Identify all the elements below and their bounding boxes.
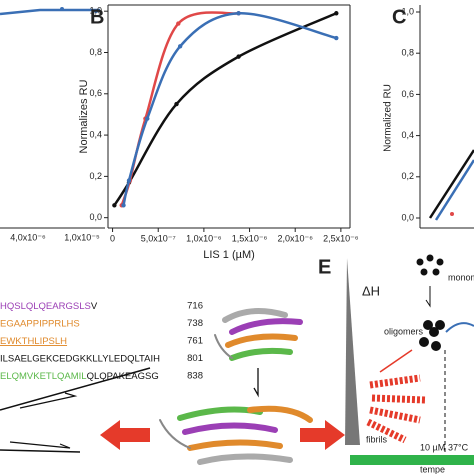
gradient — [345, 258, 360, 445]
sequence-line: EWKTHLIPSLH — [0, 336, 67, 347]
x-tick-label: 1,5x10⁻⁶ — [232, 233, 268, 243]
x-tick-label: 0 — [110, 233, 115, 243]
sequence-part: HQSLQLQEARGSLS — [0, 301, 91, 312]
sequence-part: ILSAELGEKCEDGKKLLYLEDQLTAIH — [0, 353, 160, 364]
label: fibrils — [366, 434, 388, 444]
x-tick-label: 2,5x10⁻⁶ — [323, 233, 359, 243]
point — [236, 54, 241, 59]
point — [174, 101, 179, 107]
tick-label: 4,0x10⁻⁶ — [10, 232, 46, 242]
residue-number: 716 — [187, 301, 203, 312]
line — [120, 11, 239, 206]
panel-label: B — [90, 6, 104, 28]
point — [60, 7, 64, 11]
ticks: 1,0 0,8 0,6 0,4 0,2 0,0 — [401, 6, 420, 222]
label: 37°C — [448, 442, 469, 452]
label: oligomers — [384, 326, 424, 336]
y-axis-label: Normalizes RU — [78, 79, 90, 153]
protein-top — [214, 308, 303, 361]
y-tick-label: 1,0 — [401, 6, 414, 16]
point — [126, 178, 132, 183]
y-tick-label: 0,4 — [89, 129, 102, 139]
point — [334, 35, 339, 41]
axis-label: Normalized RU — [383, 84, 394, 152]
point — [112, 203, 117, 208]
residue-number: 838 — [187, 371, 203, 382]
panel-e: E ΔH monome oligomers fibrils 10 µM 37°C… — [318, 254, 474, 474]
x-tick-label: 1,0x10⁻⁶ — [186, 233, 222, 243]
sequence-line: EGAAPPIPPRLHS — [0, 318, 80, 329]
y-tick-label: 0,0 — [89, 212, 102, 222]
point — [450, 212, 454, 216]
y-tick-label: 0,8 — [401, 48, 414, 58]
curve — [0, 8, 100, 16]
label: tempe — [420, 464, 445, 474]
point — [334, 11, 339, 16]
x-axis-label: LIS 1 (µM) — [203, 249, 255, 261]
sequence-part: V — [91, 301, 98, 312]
monomers — [416, 254, 444, 276]
y-tick-label: 0,0 — [401, 212, 414, 222]
curve — [434, 159, 474, 221]
temperature-bar — [350, 455, 474, 465]
y-tick-label: 0,2 — [401, 171, 414, 181]
panel-c: C Normalized RU 1,0 0,8 0,6 0,4 0,2 0,0 — [383, 5, 474, 229]
x-tick-label: 5,0x10⁻⁷ — [141, 233, 176, 243]
arrow — [379, 349, 413, 373]
equilibrium — [253, 368, 259, 398]
arrow — [300, 420, 345, 450]
residue-number: 801 — [187, 353, 203, 364]
tick-label: 1,0x10⁻⁵ — [64, 232, 100, 242]
residue-number: 738 — [187, 318, 203, 329]
y-tick-label: 0,8 — [89, 47, 102, 57]
sequence-line: ILSAELGEKCEDGKKLLYLEDQLTAIH — [0, 353, 160, 364]
sequence-part: EWKTHLIPSLH — [0, 336, 67, 347]
point — [145, 116, 150, 121]
label: ΔH — [362, 283, 380, 298]
panel-label: E — [318, 256, 331, 278]
y-tick-label: 0,6 — [401, 89, 414, 99]
panel-a: 4,0x10⁻⁶ 1,0x10⁻⁵ — [0, 7, 105, 242]
panel-b: 0,0 0,2 0,4 0,6 0,8 1,0 0 5,0x10⁻⁷ 1,0x10⁻⁶ 1,5x1… — [78, 4, 359, 261]
protein-bottom — [159, 405, 313, 465]
panel-label: C — [392, 6, 406, 28]
sequence: HQSLQLQEARGSLSV 716 EGAAPPIPPRLHS 738 EWKTHL… — [0, 301, 203, 382]
sequence-line: HQSLQLQEARGSLSV — [0, 301, 98, 312]
sequence-part: EGAAPPIPPRLHS — [0, 318, 80, 329]
oligomers-icon — [419, 320, 445, 351]
residue-number: 761 — [187, 336, 203, 347]
label: 10 µM — [420, 442, 445, 452]
point — [177, 44, 183, 49]
y-tick-label: 0,2 — [89, 171, 102, 181]
y-tick-label: 0,4 — [401, 130, 414, 140]
schematic — [0, 367, 151, 453]
label: monome — [448, 272, 474, 282]
curve — [445, 322, 474, 333]
point — [236, 11, 241, 16]
arrow — [100, 420, 150, 450]
point — [121, 203, 126, 208]
point — [94, 9, 98, 13]
y-tick-label: 1,0 — [89, 6, 102, 16]
point — [176, 21, 181, 26]
line — [122, 12, 337, 206]
y-tick-label: 0,6 — [89, 88, 102, 98]
x-tick-label: 2,0x10⁻⁶ — [277, 233, 313, 243]
fibrils-icon — [366, 374, 426, 444]
curve — [428, 149, 474, 219]
sequence-part: ELQMVKETLQAMIL — [0, 371, 87, 382]
equilibrium — [425, 286, 431, 308]
